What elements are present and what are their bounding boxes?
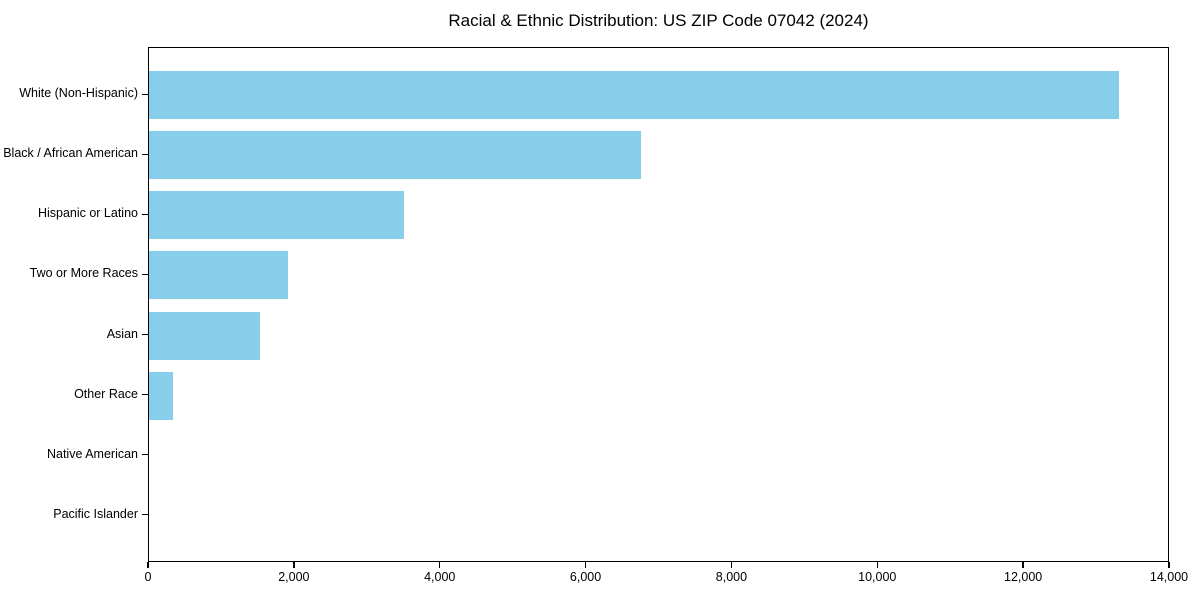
- chart-bar: [149, 311, 260, 360]
- x-axis-tick: [147, 562, 149, 568]
- x-axis-tick-label: 2,000: [278, 570, 310, 584]
- x-axis-tick: [730, 562, 733, 568]
- chart-bar: [149, 191, 405, 240]
- y-axis-tick: [142, 93, 148, 96]
- y-axis-category-label: White (Non-Hispanic): [19, 86, 138, 101]
- x-axis-tick-label: 12,000: [1004, 570, 1043, 584]
- x-axis-tick-label: 8,000: [715, 570, 748, 584]
- y-axis-tick: [142, 453, 148, 456]
- x-axis-tick-label: 0: [144, 570, 152, 584]
- y-axis-tick: [142, 333, 148, 336]
- x-axis-tick: [1168, 562, 1170, 568]
- x-axis-tick-label: 14,000: [1149, 570, 1189, 584]
- x-axis-tick-label: 10,000: [858, 570, 897, 584]
- chart-bar: [149, 371, 174, 420]
- chart-bar: [149, 71, 1119, 120]
- y-axis-tick: [142, 393, 148, 396]
- y-axis-category-label: Native American: [46, 446, 138, 461]
- x-axis-tick: [439, 562, 441, 568]
- x-axis-tick: [1022, 562, 1024, 568]
- y-axis-tick: [142, 153, 148, 156]
- y-axis-category-label: Hispanic or Latino: [37, 206, 138, 221]
- y-axis-category-label: Black / African American: [3, 146, 138, 161]
- chart-bar: [149, 131, 642, 180]
- x-axis-tick: [293, 562, 295, 568]
- chart-bar: [149, 251, 288, 300]
- y-axis-category-label: Pacific Islander: [53, 506, 138, 521]
- y-axis-category-label: Two or More Races: [29, 266, 138, 281]
- x-axis-tick: [584, 562, 587, 568]
- plot-area: [148, 47, 1169, 562]
- y-axis-category-label: Other Race: [74, 386, 138, 401]
- x-axis-tick: [876, 562, 878, 568]
- y-axis-tick: [142, 513, 148, 516]
- y-axis-tick: [142, 213, 148, 216]
- chart-title: Racial & Ethnic Distribution: US ZIP Cod…: [448, 11, 869, 30]
- y-axis-tick: [142, 273, 148, 276]
- y-axis-category-label: Asian: [106, 326, 138, 341]
- x-axis-tick-label: 6,000: [569, 570, 602, 584]
- x-axis-tick-label: 4,000: [424, 570, 456, 584]
